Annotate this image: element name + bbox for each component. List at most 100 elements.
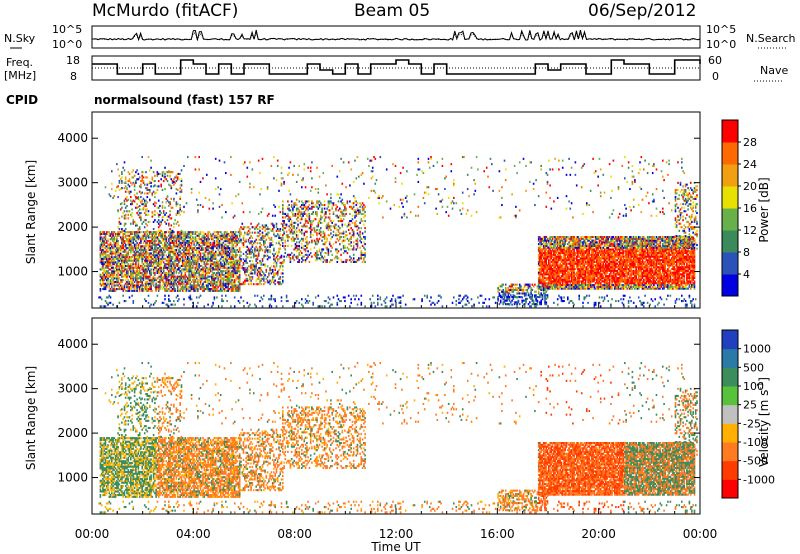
power-cell <box>538 243 540 245</box>
power-cell <box>320 231 322 233</box>
power-cell <box>250 223 252 225</box>
power-cell <box>111 256 113 258</box>
power-cell <box>221 263 223 265</box>
power-cell <box>306 240 308 242</box>
power-cell <box>273 276 275 278</box>
power-cell <box>145 254 147 256</box>
power-cell <box>311 222 313 224</box>
power-cell <box>287 213 289 215</box>
power-cell <box>330 220 332 222</box>
power-cell <box>267 251 269 253</box>
power-cell <box>124 288 126 290</box>
noise-sky-trace <box>92 30 700 40</box>
power-cell <box>315 218 317 220</box>
power-cell <box>136 279 138 281</box>
power-cell <box>282 272 284 274</box>
power-cell <box>291 245 293 247</box>
power-cell <box>302 240 304 242</box>
freq-label-line1: Freq. <box>6 56 33 69</box>
power-cell <box>287 245 289 247</box>
power-cell <box>331 247 333 249</box>
power-cell <box>138 247 140 249</box>
power-cell <box>190 279 192 281</box>
power-cell <box>338 229 340 231</box>
power-cell <box>306 236 308 238</box>
power-cell <box>221 233 223 235</box>
power-cell <box>158 219 160 221</box>
power-cell <box>225 265 227 267</box>
power-cell <box>102 249 104 251</box>
power-cell <box>280 233 282 235</box>
power-cell <box>168 276 170 278</box>
power-cell <box>163 212 165 214</box>
power-cell <box>282 216 284 218</box>
power-cell <box>164 251 166 253</box>
power-cell <box>225 258 227 260</box>
power-cell <box>138 173 140 175</box>
power-cell <box>282 239 284 241</box>
power-cell <box>164 221 166 223</box>
power-cell <box>119 267 121 269</box>
power-cell <box>159 272 161 274</box>
power-cell <box>103 279 105 281</box>
power-cell <box>240 258 242 260</box>
power-cell <box>316 215 318 217</box>
power-cell <box>136 192 138 194</box>
power-cell <box>339 243 341 245</box>
power-cell <box>240 232 242 234</box>
power-cell <box>342 224 344 226</box>
power-cell <box>259 260 261 262</box>
power-cell <box>224 288 226 290</box>
power-cell <box>147 286 149 288</box>
power-cell <box>259 242 261 244</box>
power-cell <box>283 256 285 258</box>
power-cell <box>235 256 237 258</box>
power-cell <box>187 288 189 290</box>
power-cell <box>326 259 328 261</box>
power-cell <box>102 265 104 267</box>
power-cell <box>160 178 162 180</box>
power-cell <box>160 230 162 232</box>
power-cell <box>250 280 252 282</box>
power-cell <box>316 252 318 254</box>
power-cell <box>301 252 303 254</box>
power-cell <box>340 236 342 238</box>
power-cell <box>159 214 161 216</box>
power-cell <box>112 233 114 235</box>
power-cell <box>223 286 225 288</box>
power-cell <box>141 281 143 283</box>
power-cell <box>149 191 151 193</box>
power-cell <box>357 240 359 242</box>
power-cell <box>217 286 219 288</box>
power-cell <box>140 240 142 242</box>
power-cell <box>359 236 361 238</box>
power-cell <box>328 206 330 208</box>
power-cell <box>169 203 171 205</box>
power-cell <box>324 220 326 222</box>
power-cell <box>207 233 209 235</box>
power-cell <box>335 250 337 252</box>
power-cell <box>310 234 312 236</box>
power-cell <box>277 228 279 230</box>
power-cell <box>116 238 118 240</box>
power-cell <box>181 169 183 171</box>
power-cell <box>568 277 570 279</box>
power-cell <box>282 265 284 267</box>
power-cell <box>166 212 168 214</box>
power-cell <box>121 258 123 260</box>
power-cell <box>154 277 156 279</box>
power-cell <box>162 207 164 209</box>
power-cell <box>124 200 126 202</box>
power-cell <box>282 237 284 239</box>
power-cell <box>100 256 102 258</box>
power-cell <box>301 218 303 220</box>
power-cell <box>136 224 138 226</box>
power-cell <box>272 269 274 271</box>
power-cell <box>239 290 241 292</box>
power-cell <box>333 243 335 245</box>
power-cell <box>278 258 280 260</box>
power-cell <box>196 256 198 258</box>
power-cell <box>300 222 302 224</box>
power-cell <box>296 204 298 206</box>
power-cell <box>197 231 199 233</box>
